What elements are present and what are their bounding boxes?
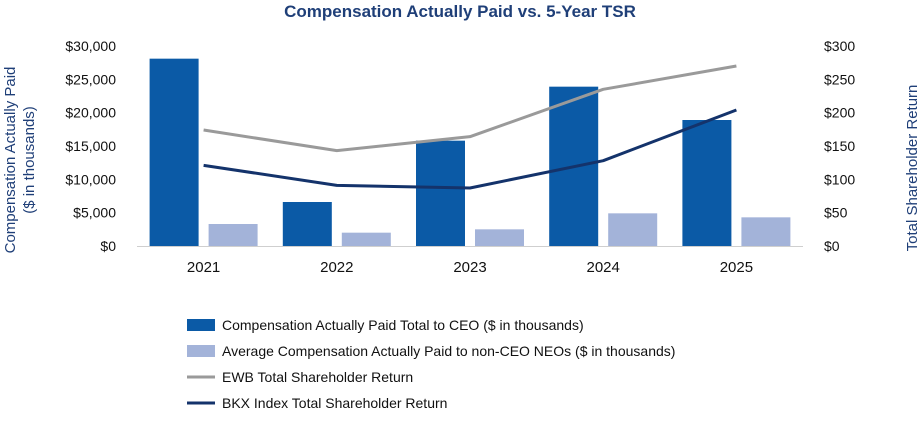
- ceo-cap-bar: [416, 140, 465, 246]
- x-tick-label: 2023: [453, 259, 486, 276]
- left-axis-label: Compensation Actually Paid ($ in thousan…: [2, 67, 38, 254]
- neo-cap-bar: [341, 232, 391, 246]
- neo-cap-bar: [741, 217, 791, 246]
- ceo-cap-bar: [149, 58, 199, 246]
- legend-label: BKX Index Total Shareholder Return: [222, 395, 447, 411]
- legend-swatch-neo: [187, 345, 215, 357]
- left-axis-ticks: $0 $5,000 $10,000 $15,000 $20,000 $25,000 $30,…: [65, 38, 116, 254]
- legend-label: Average Compensation Actually Paid to no…: [222, 343, 675, 359]
- left-tick-label: $0: [100, 238, 116, 254]
- right-tick-label: $250: [824, 71, 855, 87]
- legend-swatch-ceo: [187, 319, 215, 331]
- right-tick-label: $300: [824, 38, 855, 54]
- ewb-tsr-line: [203, 64, 737, 153]
- ceo-cap-bar: [282, 202, 332, 246]
- bar-series: [149, 58, 791, 247]
- x-axis-ticks: 2021 2022 2023 2024 2025: [187, 259, 753, 276]
- left-tick-label: $5,000: [73, 205, 116, 221]
- legend-label: Compensation Actually Paid Total to CEO …: [222, 317, 584, 333]
- x-tick-label: 2021: [187, 259, 220, 276]
- neo-cap-bar: [608, 213, 658, 246]
- x-tick-label: 2025: [720, 259, 753, 276]
- right-tick-label: $200: [824, 105, 855, 121]
- right-axis-label: Total Shareholder Return: [904, 85, 920, 252]
- right-tick-label: $100: [824, 171, 855, 187]
- left-tick-label: $15,000: [65, 138, 116, 154]
- bkx-tsr-line: [203, 108, 737, 190]
- neo-cap-bar: [208, 224, 258, 246]
- x-tick-label: 2022: [320, 259, 353, 276]
- right-tick-label: $150: [824, 138, 855, 154]
- left-tick-label: $10,000: [65, 171, 116, 187]
- ceo-cap-bar: [682, 120, 732, 246]
- right-tick-label: $50: [824, 205, 848, 221]
- left-tick-label: $25,000: [65, 71, 116, 87]
- line-series: [203, 64, 737, 190]
- legend-label: EWB Total Shareholder Return: [222, 369, 413, 385]
- chart-title: Compensation Actually Paid vs. 5-Year TS…: [284, 2, 636, 21]
- right-axis-ticks: $0 $50 $100 $150 $200 $250 $300: [824, 38, 855, 254]
- x-tick-label: 2024: [587, 259, 620, 276]
- left-axis-label-line2: ($ in thousands): [21, 106, 38, 214]
- left-tick-label: $20,000: [65, 105, 116, 121]
- neo-cap-bar: [475, 229, 524, 246]
- right-tick-label: $0: [824, 238, 840, 254]
- left-axis-label-line1: Compensation Actually Paid: [2, 67, 19, 254]
- left-tick-label: $30,000: [65, 38, 116, 54]
- legend: Compensation Actually Paid Total to CEO …: [187, 317, 675, 411]
